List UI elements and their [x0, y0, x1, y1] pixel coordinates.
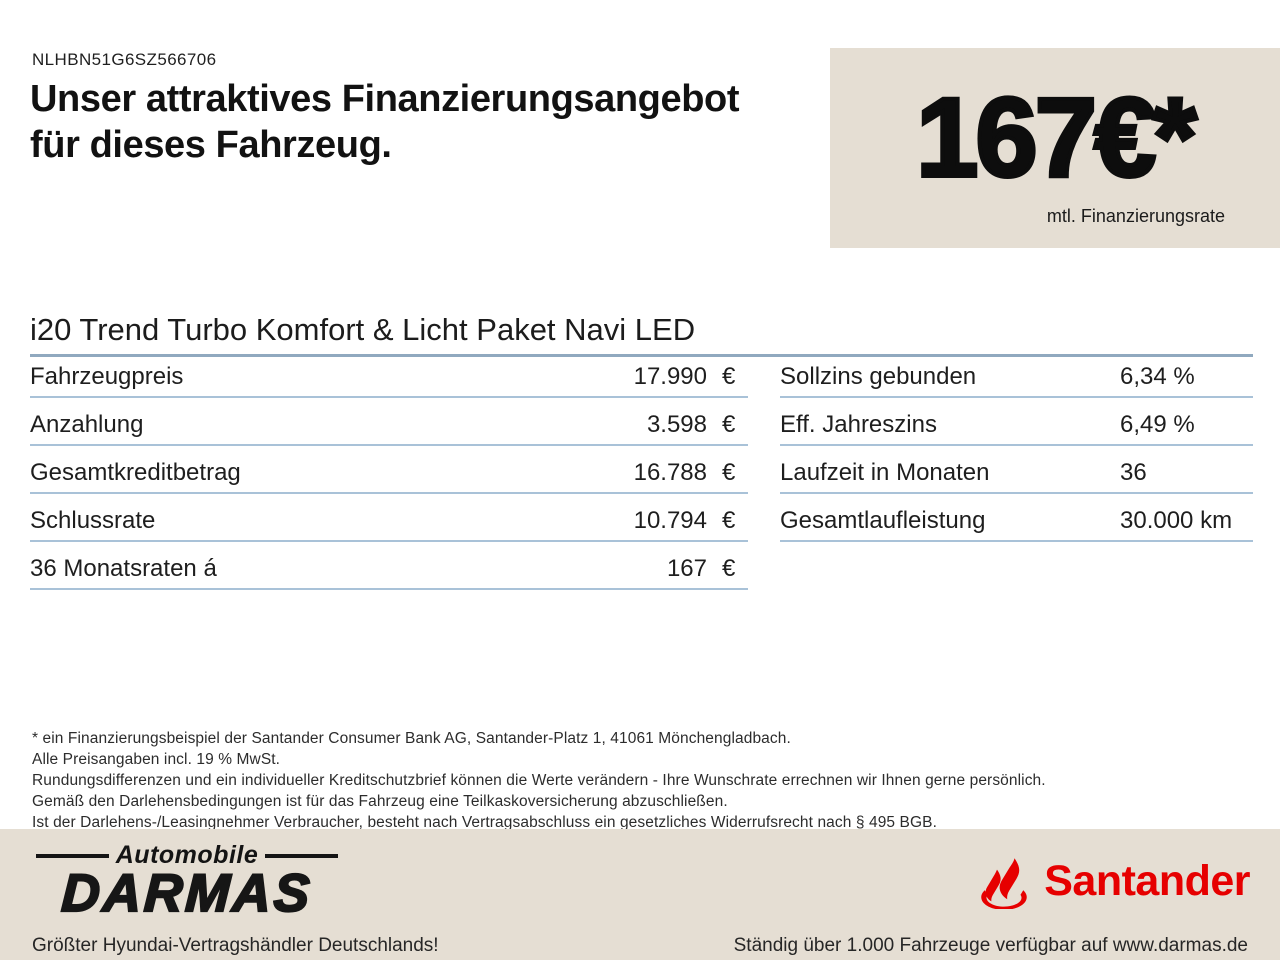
headline-line-2: für dieses Fahrzeug. — [30, 124, 392, 166]
row-unit: € — [722, 363, 736, 390]
table-row: Gesamtlaufleistung 30.000 km — [780, 494, 1253, 542]
table-row: Laufzeit in Monaten 36 — [780, 446, 1253, 494]
row-label: Gesamtlaufleistung — [780, 507, 986, 534]
table-row: Fahrzeugpreis 17.990 € — [30, 350, 748, 398]
logo-line-right-icon — [265, 853, 338, 858]
row-label: Laufzeit in Monaten — [780, 459, 990, 486]
darmas-wordmark: DARMAS — [59, 863, 315, 924]
vehicle-title: i20 Trend Turbo Komfort & Licht Paket Na… — [30, 312, 1253, 357]
rate-box: 167€* mtl. Finanzierungsrate — [830, 48, 1280, 248]
row-unit: € — [722, 507, 736, 534]
row-label: Schlussrate — [30, 507, 156, 534]
disclaimer-line: Ist der Darlehens-/Leasingnehmer Verbrau… — [32, 813, 937, 831]
rate-amount: 167€* — [914, 73, 1199, 202]
row-unit: € — [722, 555, 736, 582]
darmas-logo: Automobile DARMAS — [36, 841, 338, 924]
disclaimer-line: Gemäß den Darlehensbedingungen ist für d… — [32, 792, 728, 810]
row-label: Fahrzeugpreis — [30, 363, 184, 390]
finance-table-left: Fahrzeugpreis 17.990 € Anzahlung 3.598 €… — [30, 350, 748, 590]
santander-wordmark: Santander — [1044, 856, 1250, 905]
headline-line-1: Unser attraktives Finanzierungsangebot — [30, 78, 740, 120]
santander-flame-icon — [981, 858, 1027, 909]
disclaimer-line: Alle Preisangaben incl. 19 % MwSt. — [32, 750, 281, 768]
row-label: Eff. Jahreszins — [780, 411, 937, 438]
table-row: Schlussrate 10.794 € — [30, 494, 748, 542]
row-value: 167 — [666, 555, 707, 582]
table-row: 36 Monatsraten á 167 € — [30, 542, 748, 590]
row-value: 3.598 — [646, 411, 707, 438]
disclaimer-line: * ein Finanzierungsbeispiel der Santande… — [32, 730, 791, 747]
row-value: 6,34 % — [1120, 363, 1195, 390]
row-value: 36 — [1120, 459, 1147, 486]
finance-table-right: Sollzins gebunden 6,34 % Eff. Jahreszins… — [780, 350, 1253, 542]
santander-logo: Santander — [976, 853, 1250, 909]
disclaimer: * ein Finanzierungsbeispiel der Santande… — [32, 729, 1046, 834]
table-row: Sollzins gebunden 6,34 % — [780, 350, 1253, 398]
table-row: Gesamtkreditbetrag 16.788 € — [30, 446, 748, 494]
availability-tagline: Ständig über 1.000 Fahrzeuge verfügbar a… — [733, 935, 1248, 956]
darmas-automobile-text: Automobile — [115, 841, 259, 869]
logo-line-left-icon — [36, 853, 109, 858]
table-row: Anzahlung 3.598 € — [30, 398, 748, 446]
row-label: Anzahlung — [30, 411, 144, 438]
row-value: 17.990 — [633, 363, 707, 390]
darmas-logo-top: Automobile — [36, 841, 338, 870]
footer: Automobile DARMAS Santander Größter Hyun… — [0, 829, 1280, 960]
row-unit: € — [722, 459, 736, 486]
row-label: Sollzins gebunden — [780, 363, 977, 390]
table-row: Eff. Jahreszins 6,49 % — [780, 398, 1253, 446]
row-label: 36 Monatsraten á — [30, 555, 217, 582]
row-label: Gesamtkreditbetrag — [30, 459, 241, 486]
rate-caption: mtl. Finanzierungsrate — [1046, 206, 1225, 226]
row-value: 30.000 km — [1120, 507, 1233, 534]
page-title: Unser attraktives Finanzierungsangebot f… — [30, 76, 739, 168]
row-value: 6,49 % — [1120, 411, 1195, 438]
row-unit: € — [722, 411, 736, 438]
disclaimer-line: Rundungsdifferenzen und ein individuelle… — [32, 771, 1046, 789]
row-value: 16.788 — [633, 459, 707, 486]
row-value: 10.794 — [633, 507, 707, 534]
dealer-tagline: Größter Hyundai-Vertragshändler Deutschl… — [32, 935, 439, 956]
vin-text: NLHBN51G6SZ566706 — [32, 50, 217, 69]
